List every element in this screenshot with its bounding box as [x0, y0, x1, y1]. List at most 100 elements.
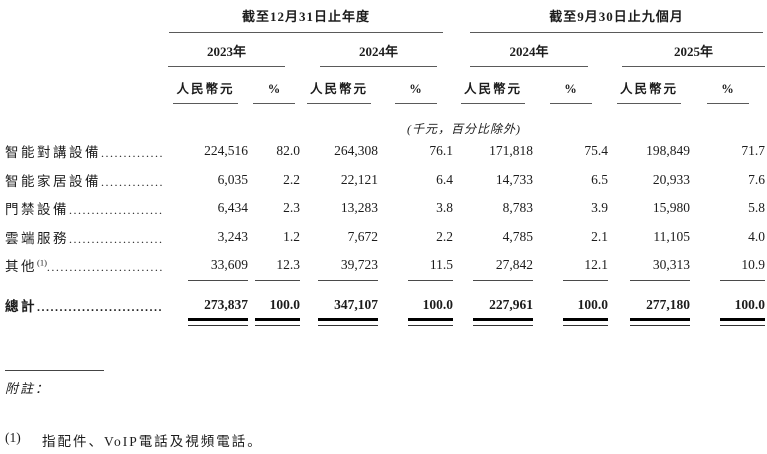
cell-percent: 10.9 — [690, 251, 766, 282]
cell-total-amount: 273,837 — [163, 280, 248, 326]
cell-amount: 33,609 — [163, 251, 248, 282]
period-group-header-row: 截至12月31日止年度 截至9月30日止九個月 — [0, 6, 765, 33]
empty-cell — [0, 33, 163, 67]
year-2023-label: 2023年 — [168, 41, 285, 67]
empty-cell — [0, 104, 163, 137]
row-label-text: 智能對講設備 — [5, 145, 101, 161]
leader-dots — [101, 146, 163, 161]
cell-amount: 8,783 — [502, 200, 534, 216]
unit-note: (千元，百分比除外) — [407, 122, 522, 136]
col-rmb-2023: 人民幣元 — [163, 67, 248, 104]
cell-amount: 27,842 — [453, 251, 534, 282]
row-label: 智能對講設備 — [0, 137, 163, 166]
cell-amount: 13,283 — [340, 200, 378, 216]
cell-amount: 30,313 — [608, 251, 691, 282]
cell-amount: 264,308 — [334, 143, 378, 159]
period-group-ninemonth-label: 截至9月30日止九個月 — [470, 6, 764, 33]
col-rmb-2025: 人民幣元 — [608, 67, 690, 104]
cell-total-amount: 227,961 — [453, 280, 534, 326]
cell-amount: 22,121 — [340, 171, 378, 187]
cell-percent: 11.5 — [378, 251, 454, 282]
cell-total-amount: 277,180 — [608, 280, 691, 326]
unit-note-row: (千元，百分比除外) — [0, 104, 765, 137]
col-pct-2024: % — [378, 67, 453, 104]
cell-percent: 2.2 — [436, 228, 454, 244]
cell-percent: 71.7 — [741, 143, 766, 159]
col-pct-2025: % — [690, 67, 765, 104]
cell-amount: 11,105 — [653, 228, 691, 244]
percent-header: % — [706, 82, 749, 104]
year-2023: 2023年 — [163, 33, 300, 67]
cell-amount: 4,785 — [502, 228, 534, 244]
rmb-header: 人民幣元 — [617, 78, 682, 104]
rmb-header: 人民幣元 — [461, 78, 526, 104]
cell-total-percent: 100.0 — [378, 280, 454, 326]
row-label-text: 雲端服務 — [5, 230, 69, 246]
cell-amount: 15,980 — [652, 200, 691, 216]
empty-corner-cell — [0, 6, 163, 33]
percent-header: % — [394, 82, 437, 104]
year-2025-ninemonth: 2025年 — [608, 33, 766, 67]
footnote-number: (1) — [5, 430, 21, 445]
period-group-annual: 截至12月31日止年度 — [163, 6, 453, 33]
year-2024-ninemonth: 2024年 — [453, 33, 608, 67]
cell-percent: 82.0 — [276, 143, 300, 159]
cell-percent: 75.4 — [584, 143, 609, 159]
cell-total-percent: 100.0 — [248, 280, 300, 326]
cell-amount: 6,434 — [217, 200, 248, 216]
cell-amount: 7,672 — [347, 228, 378, 244]
total-label: 總計 — [0, 280, 163, 326]
leader-dots — [69, 203, 163, 218]
cell-amount: 3,243 — [217, 228, 248, 244]
col-pct-2024nm: % — [533, 67, 608, 104]
col-rmb-2024nm: 人民幣元 — [453, 67, 533, 104]
row-label: 門禁設備 — [0, 194, 163, 223]
footnotes-section: 附註： (1) 指配件、VoIP電話及視頻電話。 — [5, 370, 745, 450]
footnote-superscript: (1) — [37, 257, 47, 268]
period-group-annual-label: 截至12月31日止年度 — [169, 6, 444, 33]
cell-total-amount: 347,107 — [300, 280, 378, 326]
cell-percent: 3.9 — [591, 200, 609, 216]
cell-total-percent: 100.0 — [533, 280, 609, 326]
leader-dots — [101, 175, 163, 190]
cell-percent: 3.8 — [436, 200, 454, 216]
row-label-text: 智能家居設備 — [5, 173, 101, 189]
cell-percent: 6.4 — [436, 171, 454, 187]
table-row-access-control: 門禁設備 6,434 2.3 13,283 3.8 8,783 3.9 15,9… — [0, 194, 765, 223]
cell-amount: 39,723 — [300, 251, 378, 282]
subheader-row: 人民幣元 % 人民幣元 % 人民幣元 % 人民幣元 % — [0, 67, 765, 104]
table-row-smart-intercom: 智能對講設備 224,516 82.0 264,308 76.1 171,818… — [0, 137, 765, 166]
row-label: 其他(1) — [0, 251, 163, 280]
row-label-text: 其他(1) — [5, 257, 47, 275]
leader-dots — [37, 300, 163, 315]
year-2024: 2024年 — [300, 33, 453, 67]
cell-amount: 171,818 — [489, 143, 534, 159]
percent-header: % — [253, 82, 295, 104]
cell-total-percent: 100.0 — [690, 280, 766, 326]
rmb-header: 人民幣元 — [306, 78, 371, 104]
cell-percent: 2.1 — [591, 228, 609, 244]
year-2024-ninemonth-label: 2024年 — [470, 41, 589, 67]
cell-percent: 4.0 — [748, 228, 766, 244]
row-label: 智能家居設備 — [0, 166, 163, 195]
empty-cell — [0, 67, 163, 104]
leader-dots — [47, 260, 163, 275]
row-label-text: 門禁設備 — [5, 202, 69, 218]
cell-percent: 2.3 — [283, 200, 300, 216]
cell-percent: 1.2 — [283, 228, 300, 244]
cell-amount: 20,933 — [652, 171, 691, 187]
table-row-cloud-services: 雲端服務 3,243 1.2 7,672 2.2 4,785 2.1 11,10… — [0, 223, 765, 252]
cell-amount: 6,035 — [217, 171, 248, 187]
cell-percent: 2.2 — [283, 171, 300, 187]
leader-dots — [69, 232, 163, 247]
cell-percent: 7.6 — [748, 171, 766, 187]
cell-percent: 12.3 — [248, 251, 300, 282]
footnote-divider — [5, 370, 104, 371]
footnote-text: 指配件、VoIP電話及視頻電話。 — [42, 434, 263, 449]
year-2025-ninemonth-label: 2025年 — [622, 41, 766, 67]
cell-amount: 224,516 — [204, 143, 248, 159]
col-rmb-2024: 人民幣元 — [300, 67, 378, 104]
row-label: 雲端服務 — [0, 223, 163, 252]
period-group-ninemonth: 截至9月30日止九個月 — [453, 6, 765, 33]
